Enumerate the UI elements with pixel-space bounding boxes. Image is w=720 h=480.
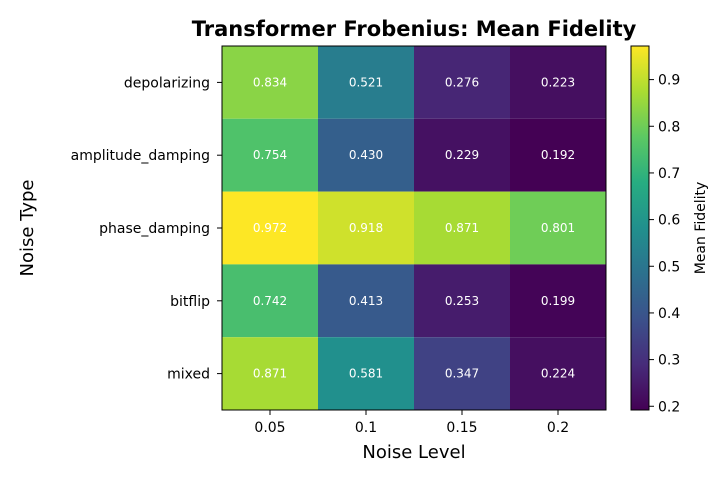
cell-value-label: 0.199 — [541, 294, 575, 308]
colorbar-tick-label: 0.3 — [658, 353, 680, 369]
heatmap-cell — [222, 337, 318, 410]
cell-value-label: 0.834 — [253, 75, 287, 89]
cell-value-label: 0.430 — [349, 148, 383, 162]
heatmap-cell — [222, 264, 318, 338]
y-tick-label: bitflip — [170, 294, 210, 310]
colorbar-tick-label: 0.8 — [658, 119, 680, 135]
cell-value-label: 0.229 — [445, 148, 479, 162]
y-tick-label: mixed — [167, 367, 210, 383]
colorbar-tick-label: 0.2 — [658, 399, 680, 415]
cell-value-label: 0.224 — [541, 367, 575, 381]
x-tick-label: 0.15 — [446, 420, 477, 436]
colorbar-tick-label: 0.9 — [658, 73, 680, 89]
y-axis-label: Noise Type — [17, 180, 38, 277]
heatmap-cell — [510, 264, 606, 338]
colorbar-tick-label: 0.7 — [658, 166, 680, 182]
colorbar-label: Mean Fidelity — [693, 182, 709, 275]
heatmap-cell — [510, 118, 606, 192]
heatmap-cell — [318, 118, 414, 192]
heatmap-cell — [318, 191, 414, 265]
cell-value-label: 0.742 — [253, 294, 287, 308]
heatmap-cell — [222, 118, 318, 192]
heatmap-value-labels: 0.834 0.521 0.276 0.223 0.754 0.430 0.229 0.192… — [253, 75, 575, 380]
heatmap-cell — [414, 46, 510, 119]
cell-value-label: 0.871 — [253, 367, 287, 381]
colorbar-tick-label: 0.5 — [658, 259, 680, 275]
heatmap-cell — [318, 264, 414, 338]
x-tick-label: 0.1 — [355, 420, 377, 436]
heatmap-cells — [222, 46, 606, 410]
heatmap-cell — [414, 337, 510, 410]
y-tick-label: phase_damping — [99, 221, 210, 237]
cell-value-label: 0.521 — [349, 75, 383, 89]
y-axis-ticks: depolarizing amplitude_damping phase_dampi… — [71, 75, 222, 383]
heatmap-cell — [222, 46, 318, 119]
x-axis-label: Noise Level — [362, 442, 465, 463]
x-tick-label: 0.05 — [254, 420, 285, 436]
heatmap-cell — [222, 191, 318, 265]
colorbar-tick-label: 0.6 — [658, 213, 680, 229]
cell-value-label: 0.223 — [541, 75, 575, 89]
x-axis-ticks: 0.05 0.1 0.15 0.2 — [254, 410, 569, 436]
colorbar — [630, 45, 650, 411]
chart-title: Transformer Frobenius: Mean Fidelity — [192, 17, 637, 41]
cell-value-label: 0.918 — [349, 221, 383, 235]
colorbar-ticks: 0.2 0.3 0.4 0.5 0.6 0.7 0.8 0.9 — [649, 73, 680, 415]
cell-value-label: 0.276 — [445, 75, 479, 89]
cell-value-label: 0.972 — [253, 221, 287, 235]
y-tick-label: depolarizing — [124, 75, 210, 91]
colorbar-tick-label: 0.4 — [658, 306, 680, 322]
heatmap-cell — [318, 46, 414, 119]
cell-value-label: 0.413 — [349, 294, 383, 308]
heatmap-cell — [510, 337, 606, 410]
cell-value-label: 0.754 — [253, 148, 287, 162]
heatmap-cell — [414, 264, 510, 338]
heatmap-cell — [510, 191, 606, 265]
cell-value-label: 0.801 — [541, 221, 575, 235]
cell-value-label: 0.871 — [445, 221, 479, 235]
heatmap-cell — [414, 118, 510, 192]
cell-value-label: 0.253 — [445, 294, 479, 308]
y-tick-label: amplitude_damping — [71, 148, 210, 164]
cell-value-label: 0.347 — [445, 367, 479, 381]
heatmap-cell — [318, 337, 414, 410]
cell-value-label: 0.581 — [349, 367, 383, 381]
heatmap-cell — [414, 191, 510, 265]
x-tick-label: 0.2 — [547, 420, 569, 436]
heatmap-cell — [510, 46, 606, 119]
cell-value-label: 0.192 — [541, 148, 575, 162]
